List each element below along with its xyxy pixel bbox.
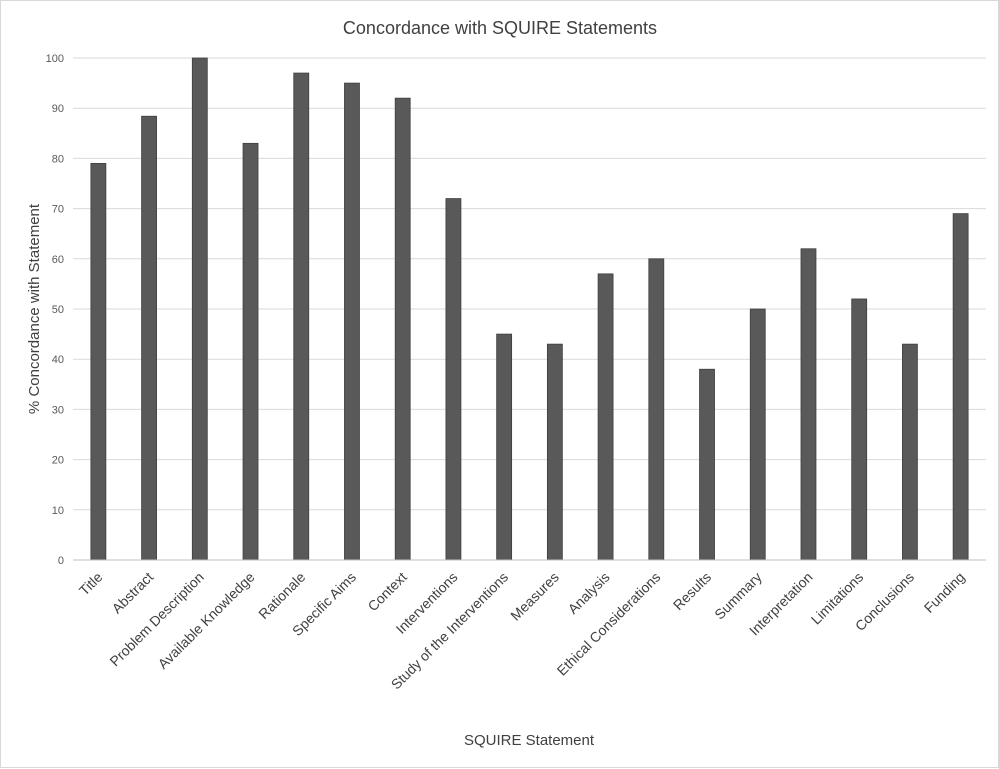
y-tick-label: 10	[52, 505, 64, 517]
bar	[445, 198, 462, 561]
bar	[597, 273, 614, 561]
bar	[851, 298, 868, 561]
x-axis-title: SQUIRE Statement	[464, 732, 595, 749]
y-tick-label: 20	[52, 455, 64, 467]
bar	[141, 115, 157, 561]
gridlines	[73, 57, 986, 511]
y-tick-label: 70	[52, 204, 64, 216]
x-category-label: Summary	[711, 569, 765, 623]
x-category-label: Rationale	[255, 569, 308, 622]
x-category-label: Title	[76, 569, 106, 599]
x-category-label: Available Knowledge	[155, 569, 258, 672]
x-category-label: Results	[670, 569, 714, 613]
bar	[90, 163, 107, 561]
x-category-label: Abstract	[109, 569, 157, 617]
x-category-label: Problem Description	[106, 569, 206, 669]
bar	[191, 57, 208, 561]
bar	[699, 368, 715, 561]
bar	[344, 82, 360, 561]
bar	[496, 333, 513, 561]
bar	[242, 142, 259, 561]
bars	[90, 57, 969, 561]
y-tick-label: 40	[52, 354, 64, 366]
bar	[952, 213, 969, 561]
bar	[546, 343, 563, 561]
bar	[293, 72, 310, 561]
bar	[800, 248, 817, 561]
y-tick-label: 30	[52, 404, 64, 416]
y-axis-ticks: 0 10 20 30 40 50 60 70 80 90 100	[46, 53, 64, 567]
y-tick-label: 0	[58, 555, 64, 567]
bar	[749, 308, 766, 561]
y-tick-label: 60	[52, 254, 64, 266]
x-category-label: Ethical Considerations	[554, 569, 664, 679]
y-tick-label: 90	[52, 103, 64, 115]
y-tick-label: 100	[46, 53, 64, 65]
bar	[648, 258, 665, 561]
y-tick-label: 50	[52, 304, 64, 316]
x-category-label: Analysis	[565, 569, 613, 617]
x-category-label: Context	[364, 569, 410, 615]
x-category-label: Measures	[507, 569, 562, 624]
bar	[902, 343, 918, 561]
y-tick-label: 80	[52, 153, 64, 165]
bar	[394, 97, 411, 561]
chart-title: Concordance with SQUIRE Statements	[343, 18, 657, 38]
y-axis-title: % Concordance with Statement	[26, 203, 43, 414]
x-category-label: Funding	[921, 569, 968, 616]
